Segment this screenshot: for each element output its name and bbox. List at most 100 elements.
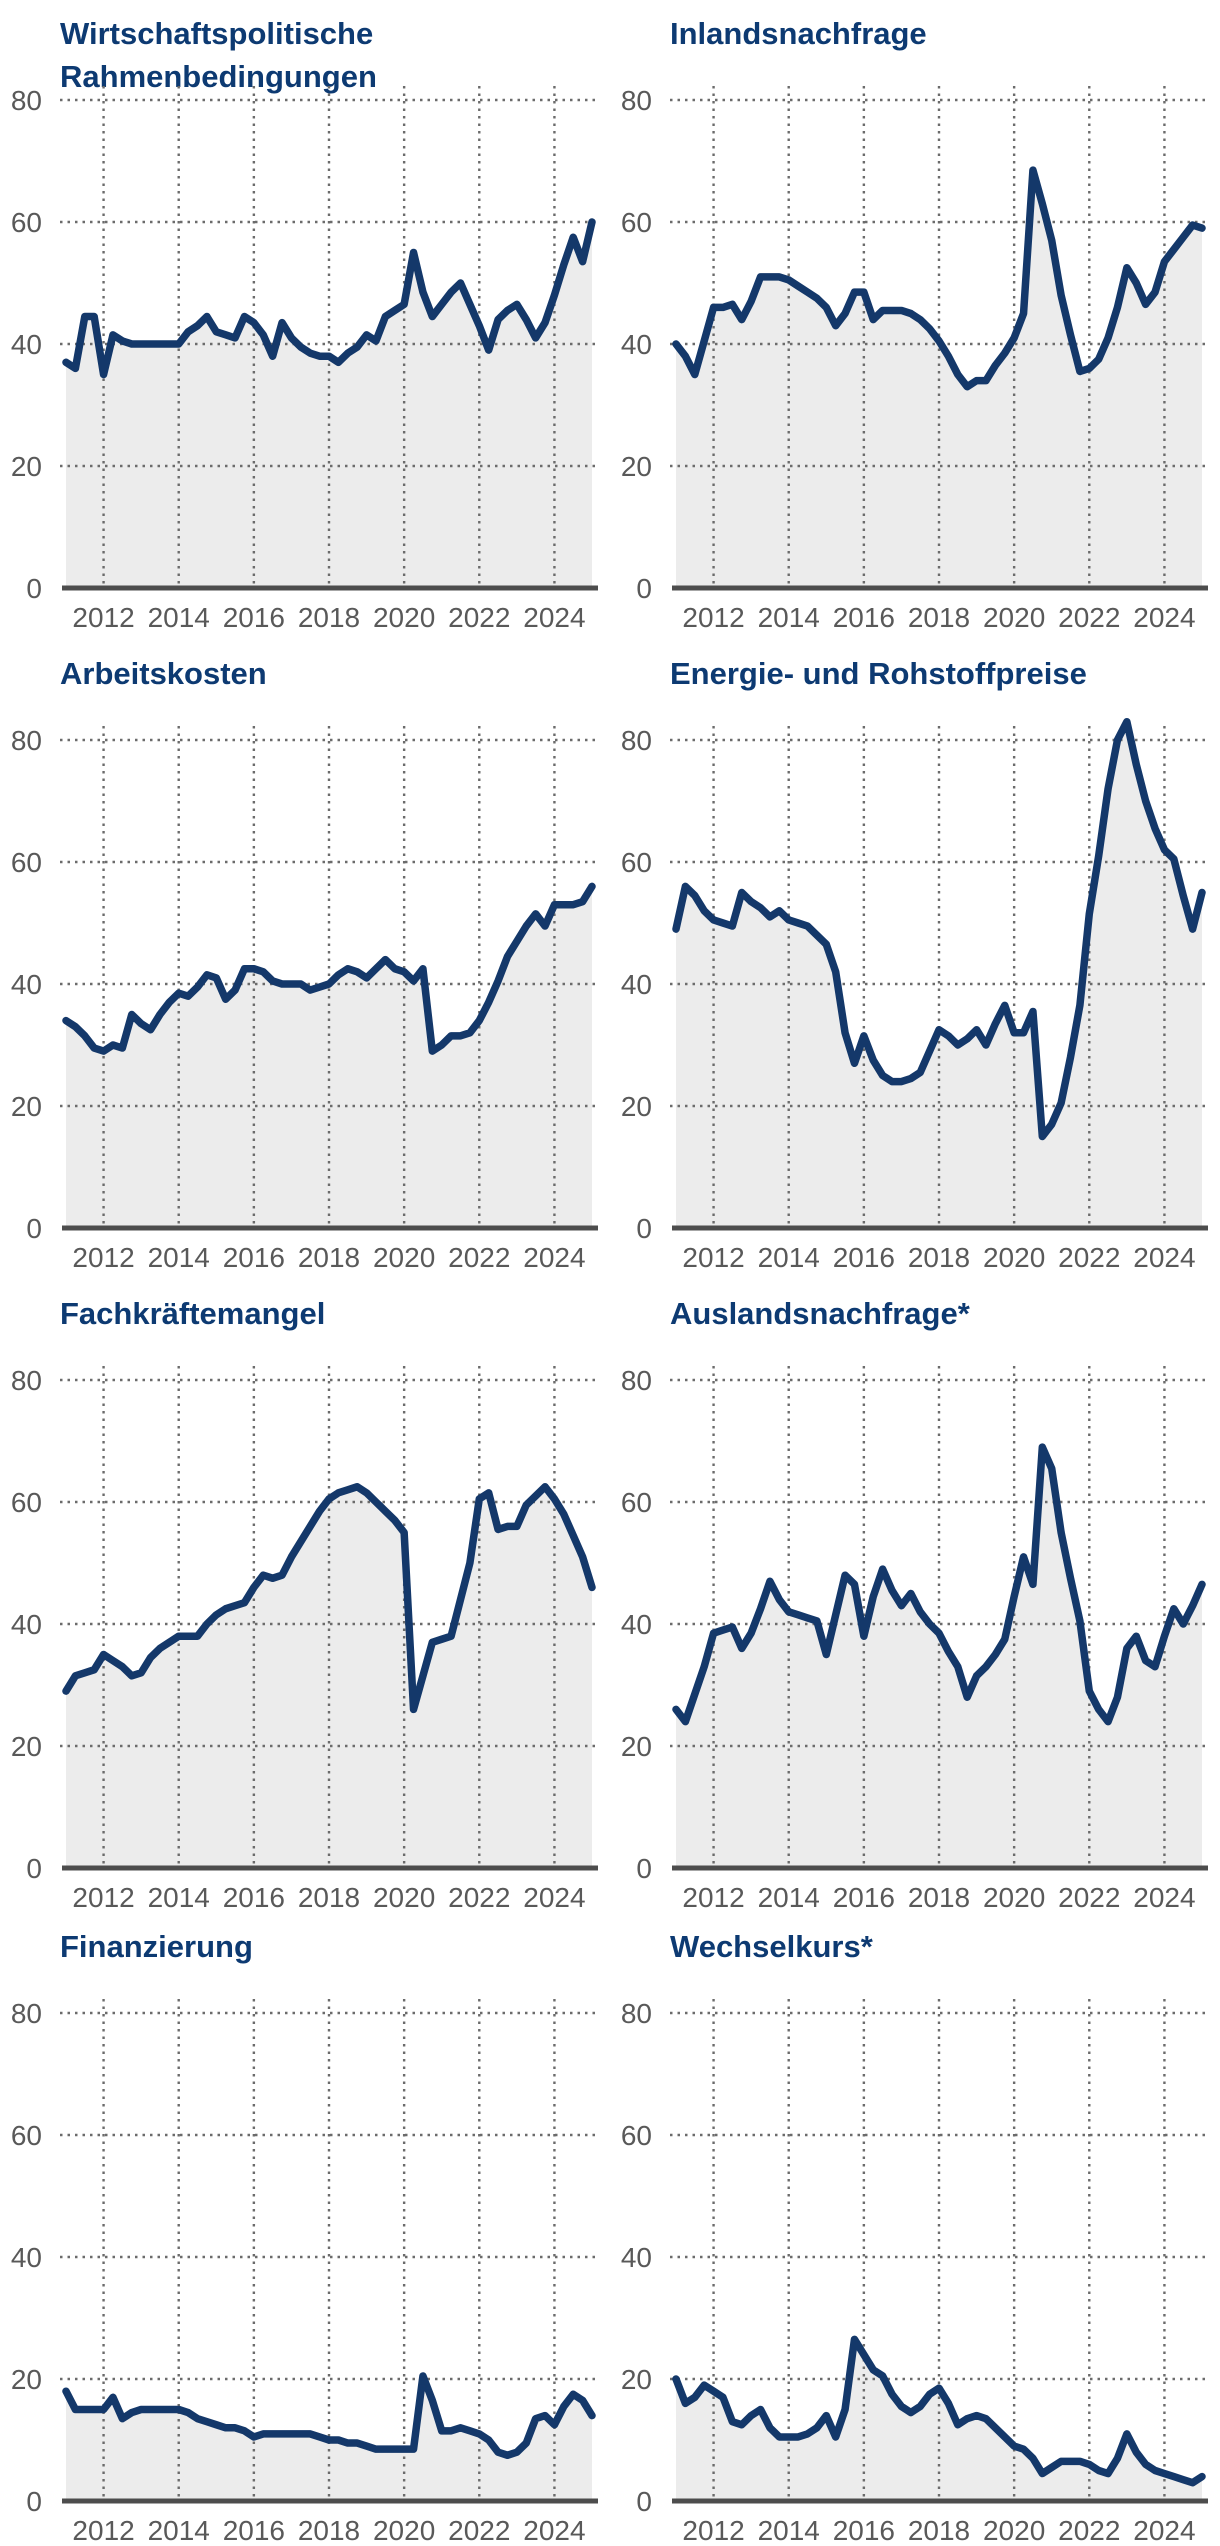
- y-tick-label: 80: [11, 1365, 42, 1396]
- x-tick-label: 2016: [223, 602, 285, 633]
- y-tick-label: 60: [11, 207, 42, 238]
- chart-canvas-wirtschaftspolitische-rahmenbedingungen: 0 20 40 60 80 2012 2014 2016 2018 2020 2022 2024: [11, 85, 598, 633]
- x-tick-label: 2012: [72, 1882, 134, 1913]
- x-tick-label: 2014: [758, 602, 820, 633]
- y-tick-label: 80: [621, 1365, 652, 1396]
- x-tick-label: 2022: [1058, 1242, 1120, 1273]
- x-tick-label: 2012: [682, 1882, 744, 1913]
- x-tick-label: 2018: [908, 602, 970, 633]
- chart-title: Fachkräftemangel: [60, 1296, 326, 1331]
- y-tick-label: 80: [621, 85, 652, 116]
- x-tick-label: 2020: [373, 1882, 435, 1913]
- x-tick-label: 2024: [523, 1882, 585, 1913]
- data-line: [672, 166, 1206, 391]
- y-tick-label: 40: [11, 969, 42, 1000]
- data-line: [672, 2335, 1206, 2487]
- y-tick-label: 80: [11, 1998, 42, 2029]
- y-tick-label: 60: [621, 1487, 652, 1518]
- x-tick-label: 2022: [1058, 1882, 1120, 1913]
- y-tick-label: 20: [11, 451, 42, 482]
- y-tick-label: 0: [636, 2486, 652, 2517]
- chart-panel-auslandsnachfrage: Auslandsnachfrage* 0 20 40 60 80 2012 2014 2016…: [610, 1280, 1220, 1913]
- area-fill: [676, 721, 1202, 1228]
- chart-title: Wirtschaftspolitische Rahmenbedingungen: [60, 16, 377, 94]
- data-line: [62, 1483, 596, 1714]
- x-tick-label: 2020: [373, 1242, 435, 1273]
- chart-panel-inlandsnachfrage: Inlandsnachfrage 0 20 40 60 80 2012 2014 2016 20…: [610, 0, 1220, 640]
- y-tick-label: 0: [26, 1853, 42, 1884]
- x-tick-label: 2022: [448, 602, 510, 633]
- x-tick-label: 2016: [223, 1242, 285, 1273]
- y-tick-label: 60: [621, 847, 652, 878]
- x-tick-label: 2016: [833, 1882, 895, 1913]
- x-tick-label: 2014: [148, 1242, 210, 1273]
- area-fill: [66, 222, 592, 588]
- chart-canvas-finanzierung: 0 20 40 60 80 2012 2014 2016 2018 2020 2022 2024: [11, 1998, 598, 2546]
- area-fill: [66, 2375, 592, 2501]
- data-line: [62, 2372, 596, 2459]
- y-tick-label: 40: [621, 1609, 652, 1640]
- chart-title: Wechselkurs*: [670, 1929, 873, 1964]
- x-tick-label: 2012: [72, 2515, 134, 2546]
- y-tick-label: 40: [11, 329, 42, 360]
- chart-panel-energie-und-rohstoffpreise: Energie- und Rohstoffpreise 0 20 40 60 80 201…: [610, 640, 1220, 1280]
- y-tick-label: 80: [11, 85, 42, 116]
- x-tick-label: 2012: [72, 1242, 134, 1273]
- chart-canvas-wechselkurs: 0 20 40 60 80 2012 2014 2016 2018 2020 2022 2024: [621, 1998, 1208, 2546]
- x-tick-label: 2012: [682, 2515, 744, 2546]
- y-tick-label: 0: [26, 1213, 42, 1244]
- y-tick-label: 20: [621, 2364, 652, 2395]
- chart-canvas-inlandsnachfrage: 0 20 40 60 80 2012 2014 2016 2018 2020 2022 2024: [621, 85, 1208, 633]
- x-tick-label: 2014: [148, 602, 210, 633]
- x-tick-label: 2014: [148, 2515, 210, 2546]
- y-tick-label: 0: [636, 573, 652, 604]
- y-tick-label: 80: [621, 725, 652, 756]
- chart-panel-arbeitskosten: Arbeitskosten 0 20 40 60 80 2012 2014 2016 2018 2…: [0, 640, 610, 1280]
- y-tick-label: 40: [11, 2242, 42, 2273]
- x-tick-label: 2024: [1133, 1242, 1195, 1273]
- x-tick-label: 2020: [983, 2515, 1045, 2546]
- y-tick-label: 40: [621, 329, 652, 360]
- data-line: [62, 218, 596, 379]
- x-tick-label: 2012: [72, 602, 134, 633]
- x-tick-label: 2016: [833, 2515, 895, 2546]
- x-tick-label: 2018: [908, 1882, 970, 1913]
- x-tick-label: 2018: [908, 2515, 970, 2546]
- x-tick-label: 2012: [682, 1242, 744, 1273]
- y-tick-label: 80: [621, 1998, 652, 2029]
- chart-title: Finanzierung: [60, 1929, 253, 1964]
- y-tick-label: 0: [636, 1853, 652, 1884]
- x-tick-label: 2020: [983, 1882, 1045, 1913]
- x-tick-label: 2018: [298, 602, 360, 633]
- y-tick-label: 40: [621, 969, 652, 1000]
- x-tick-label: 2024: [523, 1242, 585, 1273]
- x-tick-label: 2018: [298, 2515, 360, 2546]
- x-tick-label: 2016: [833, 1242, 895, 1273]
- y-tick-label: 40: [621, 2242, 652, 2273]
- x-tick-label: 2012: [682, 602, 744, 633]
- x-tick-label: 2016: [223, 2515, 285, 2546]
- y-tick-label: 0: [26, 573, 42, 604]
- x-tick-label: 2018: [908, 1242, 970, 1273]
- x-tick-label: 2020: [983, 1242, 1045, 1273]
- x-tick-label: 2020: [373, 602, 435, 633]
- chart-title: Auslandsnachfrage*: [670, 1296, 970, 1331]
- y-tick-label: 20: [11, 2364, 42, 2395]
- y-tick-label: 0: [26, 2486, 42, 2517]
- chart-canvas-energie-und-rohstoffpreise: 0 20 40 60 80 2012 2014 2016 2018 2020 2022 2024: [621, 717, 1208, 1273]
- x-tick-label: 2022: [1058, 2515, 1120, 2546]
- data-line: [672, 717, 1206, 1141]
- y-tick-label: 20: [11, 1091, 42, 1122]
- x-tick-label: 2024: [1133, 602, 1195, 633]
- y-tick-label: 40: [11, 1609, 42, 1640]
- area-fill: [676, 1447, 1202, 1868]
- y-tick-label: 60: [11, 2120, 42, 2151]
- data-line: [62, 882, 596, 1055]
- x-tick-label: 2014: [148, 1882, 210, 1913]
- x-tick-label: 2022: [448, 1882, 510, 1913]
- y-tick-label: 80: [11, 725, 42, 756]
- y-tick-label: 60: [621, 207, 652, 238]
- chart-title: Arbeitskosten: [60, 656, 267, 691]
- x-tick-label: 2014: [758, 1882, 820, 1913]
